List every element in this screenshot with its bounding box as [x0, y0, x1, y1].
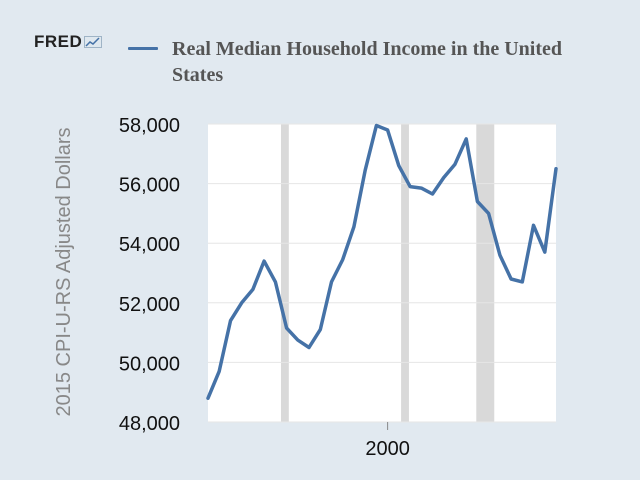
- y-tick-label: 58,000: [119, 115, 180, 137]
- y-axis-label: 2015 CPI-U-RS Adjusted Dollars: [53, 127, 75, 416]
- mini-chart-icon: [84, 36, 103, 48]
- y-tick-label: 54,000: [119, 234, 180, 256]
- y-tick-label: 56,000: [119, 175, 180, 197]
- recession-shading: [401, 124, 409, 422]
- fred-logo: FRED: [34, 32, 103, 52]
- legend-line-swatch: [128, 47, 158, 50]
- recession-shading: [280, 124, 289, 422]
- recession-shading: [476, 124, 495, 422]
- legend-series-label: Real Median Household Income in the Unit…: [172, 38, 563, 86]
- y-tick-label: 52,000: [119, 294, 180, 316]
- plot-area: [208, 124, 556, 422]
- chart-legend: Real Median Household Income in the Unit…: [128, 36, 592, 88]
- series-line: [206, 123, 558, 400]
- fred-logo-text: FRED: [34, 32, 83, 51]
- y-tick-label: 48,000: [119, 413, 180, 435]
- y-tick-label: 50,000: [119, 353, 180, 375]
- x-tick-label: 2000: [365, 438, 410, 460]
